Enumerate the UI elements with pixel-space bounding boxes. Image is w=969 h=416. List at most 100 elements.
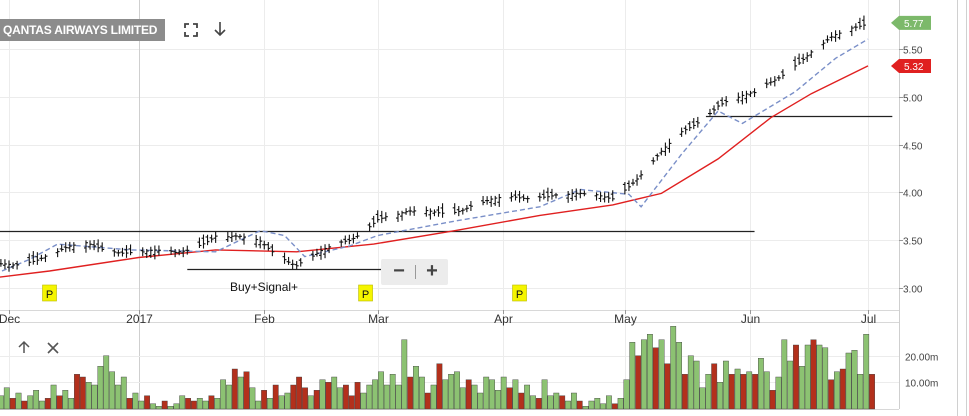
ohlc-bar: [857, 17, 862, 30]
volume-bar: [249, 387, 256, 410]
volume-bar: [255, 400, 262, 410]
volume-bar: [547, 395, 554, 410]
ohlc-bar: [383, 212, 388, 222]
ohlc-bar: [43, 254, 48, 263]
ohlc-bar: [400, 210, 405, 221]
ohlc-bar: [630, 178, 635, 186]
volume-bar: [331, 376, 338, 410]
x-tick-label: Mar: [368, 312, 389, 326]
ohlc-bar: [695, 116, 700, 128]
ohlc-bar: [379, 210, 384, 224]
ohlc-bar: [59, 244, 64, 252]
volume-bar: [816, 344, 823, 410]
volume-bar: [541, 379, 548, 410]
ohlc-bar: [724, 96, 729, 107]
volume-bar: [231, 368, 238, 410]
ohlc-bar: [83, 240, 88, 253]
signal-marker[interactable]: P: [42, 284, 57, 302]
ohlc-bar: [655, 153, 660, 161]
ohlc-bar: [829, 32, 834, 42]
ohlc-bar: [63, 242, 68, 253]
signal-marker[interactable]: P: [358, 284, 373, 302]
volume-bar: [290, 384, 297, 410]
volume-bar: [196, 398, 203, 410]
volume-bar: [553, 392, 560, 410]
volume-bar: [39, 400, 45, 410]
y-tick-label: 3.50: [903, 237, 923, 248]
volume-bar: [629, 342, 636, 410]
volume-bar: [68, 398, 75, 410]
ohlc-bar: [663, 142, 668, 156]
ohlc-bar: [801, 53, 806, 65]
volume-bar: [471, 384, 478, 410]
zoom-in-button[interactable]: +: [426, 260, 438, 282]
ohlc-bar: [144, 248, 149, 259]
volume-bar: [284, 392, 291, 410]
x-tick-label: Jun: [741, 312, 760, 326]
ohlc-bar: [242, 233, 247, 245]
volume-bar: [214, 398, 221, 410]
volume-bar: [477, 392, 484, 410]
volume-bar: [717, 382, 723, 410]
ohlc-bar: [128, 244, 133, 256]
volume-bar: [173, 403, 180, 410]
ohlc-bar: [574, 188, 579, 201]
volume-bar: [512, 379, 519, 410]
signal-marker-box: [512, 284, 527, 302]
ohlc-bar: [55, 248, 60, 258]
signal-marker[interactable]: P: [512, 284, 527, 302]
ohlc-bar: [262, 240, 267, 250]
instrument-title: QANTAS AIRWAYS LIMITED: [0, 19, 166, 41]
volume-bar: [155, 406, 162, 410]
volume-bar: [839, 368, 846, 410]
volume-bar: [325, 382, 332, 410]
moving-average-badge-label: 5.32: [904, 62, 924, 73]
volume-bar: [576, 400, 583, 410]
ohlc-bar: [464, 205, 469, 213]
volume-bar: [606, 395, 612, 410]
signal-marker-box: [358, 284, 373, 302]
ohlc-bar: [436, 206, 441, 217]
x-tick-label: Dec: [0, 312, 20, 326]
volume-bar: [343, 384, 349, 410]
fullscreen-icon[interactable]: [184, 23, 198, 40]
moving-average: [0, 65, 869, 278]
volume-bar: [682, 374, 688, 410]
moving-average-badge: [891, 58, 931, 73]
ohlc-bar: [31, 251, 36, 265]
volume-bar: [401, 339, 408, 410]
volume-bar: [202, 400, 209, 410]
last-price-badge-label: 5.77: [904, 19, 924, 30]
volume-bar: [594, 398, 601, 410]
volume-bar: [851, 350, 858, 410]
ohlc-bar: [497, 193, 502, 207]
volume-bar: [313, 390, 320, 410]
ohlc-bar: [744, 90, 749, 104]
volume-bar: [319, 379, 326, 410]
ohlc-bar: [355, 232, 360, 239]
volume-bar: [15, 392, 22, 410]
ohlc-bar: [521, 194, 526, 202]
ohlc-bar: [233, 232, 238, 241]
ohlc-bar: [201, 234, 206, 249]
volume-bar: [641, 339, 647, 410]
ohlc-bar: [578, 189, 583, 199]
panel-up-icon[interactable]: [18, 340, 30, 358]
volume-bar: [448, 374, 454, 410]
x-tick-label: Feb: [254, 312, 275, 326]
download-icon[interactable]: [213, 21, 227, 40]
ohlc-bar: [639, 170, 644, 180]
ohlc-bar: [351, 233, 356, 244]
volume-bar: [103, 355, 110, 410]
volume-bar: [21, 400, 28, 410]
ohlc-bar: [752, 88, 757, 98]
ohlc-bar: [124, 245, 129, 258]
panel-close-icon[interactable]: [47, 341, 59, 358]
ohlc-bar: [707, 108, 712, 116]
signal-marker-label: P: [46, 289, 53, 301]
ohlc-bar: [736, 92, 741, 104]
zoom-out-button[interactable]: −: [393, 260, 405, 282]
ohlc-bar: [748, 90, 753, 97]
volume-bar: [261, 390, 267, 410]
